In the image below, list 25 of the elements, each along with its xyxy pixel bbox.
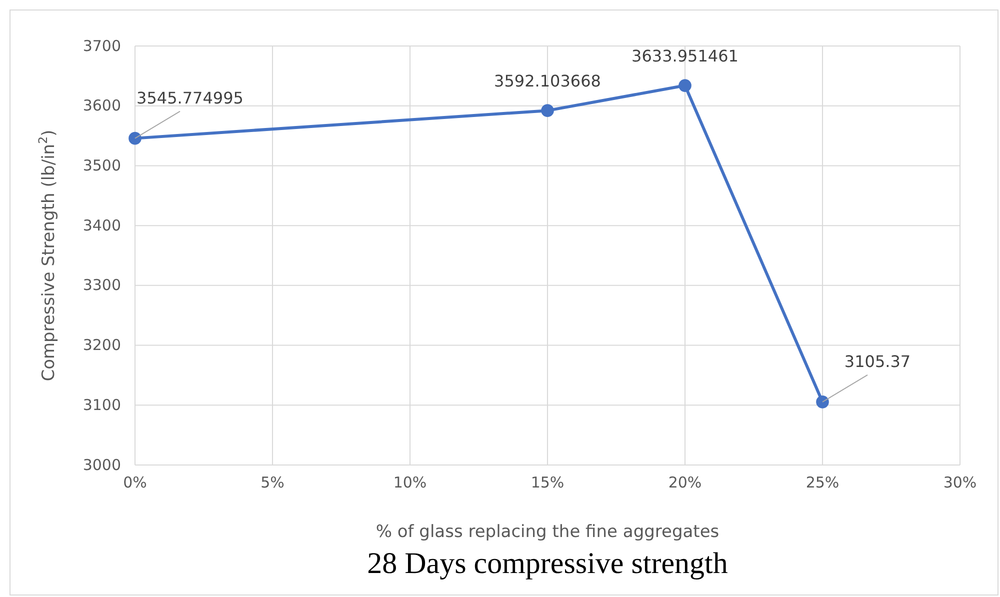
point bbox=[678, 79, 692, 92]
y-tick-label: 3200 bbox=[82, 336, 121, 354]
data-label: 3105.37 bbox=[844, 352, 911, 371]
x-tick-label: 25% bbox=[806, 474, 840, 492]
y-tick-label: 3600 bbox=[82, 96, 121, 115]
x-tick-label: 20% bbox=[668, 474, 702, 492]
y-tick-label: 3400 bbox=[82, 216, 121, 234]
y-tick-label: 3700 bbox=[82, 36, 121, 55]
x-tick-label: 15% bbox=[530, 474, 564, 492]
x-tick-label: 0% bbox=[123, 474, 147, 492]
data-label: 3545.774995 bbox=[136, 88, 244, 108]
point bbox=[541, 104, 554, 117]
y-tick-label: 3000 bbox=[82, 456, 121, 474]
y-tick-label: 3100 bbox=[82, 396, 121, 414]
x-tick-label: 10% bbox=[393, 474, 427, 492]
data-label: 3633.951461 bbox=[632, 46, 738, 66]
x-tick-label: 30% bbox=[943, 474, 977, 492]
y-tick-label: 3500 bbox=[82, 156, 121, 175]
x-axis-title: % of glass replacing the fine aggregates bbox=[376, 522, 720, 542]
x-tick-label: 5% bbox=[260, 474, 284, 492]
data-label: 3592.103668 bbox=[494, 72, 601, 91]
point bbox=[128, 132, 142, 145]
point bbox=[816, 396, 829, 408]
y-tick-label: 3300 bbox=[82, 276, 121, 294]
text: 28 Days compressive strength bbox=[367, 547, 728, 580]
